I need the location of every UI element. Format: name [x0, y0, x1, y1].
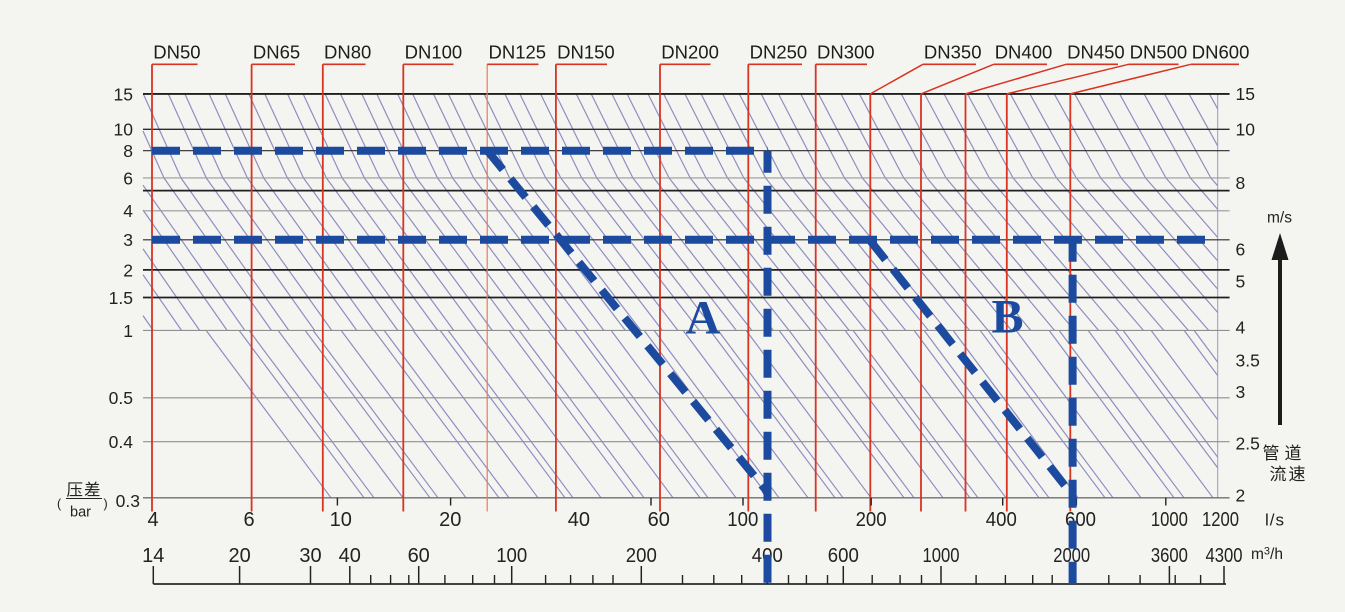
svg-text:15: 15 — [114, 84, 133, 104]
svg-text:bar: bar — [70, 505, 91, 521]
svg-text:2: 2 — [1236, 485, 1246, 505]
svg-text:DN300: DN300 — [817, 42, 875, 63]
svg-text:8: 8 — [1236, 173, 1246, 193]
svg-text:1000: 1000 — [923, 545, 960, 567]
svg-text:3: 3 — [1236, 382, 1246, 402]
svg-text:流速: 流速 — [1270, 465, 1308, 484]
svg-text:600: 600 — [828, 545, 859, 567]
svg-text:m/s: m/s — [1267, 210, 1292, 227]
svg-text:14: 14 — [142, 545, 164, 567]
svg-text:DN80: DN80 — [324, 42, 371, 63]
svg-text:1200: 1200 — [1202, 509, 1239, 531]
svg-text:0.3: 0.3 — [116, 491, 140, 511]
svg-text:A: A — [686, 292, 721, 345]
svg-text:20: 20 — [228, 545, 250, 567]
svg-text:200: 200 — [626, 545, 657, 567]
svg-text:2000: 2000 — [1053, 545, 1090, 567]
svg-text:l/s: l/s — [1265, 511, 1285, 530]
svg-text:DN100: DN100 — [405, 42, 463, 63]
svg-text:DN400: DN400 — [995, 42, 1053, 63]
svg-text:): ) — [104, 497, 108, 511]
svg-text:15: 15 — [1236, 84, 1255, 104]
svg-text:压差: 压差 — [67, 481, 102, 500]
svg-text:DN65: DN65 — [253, 42, 300, 63]
svg-text:100: 100 — [496, 545, 527, 567]
svg-text:3: 3 — [123, 230, 133, 250]
svg-text:8: 8 — [123, 141, 133, 161]
svg-text:3.5: 3.5 — [1236, 351, 1260, 371]
svg-text:0.5: 0.5 — [109, 388, 133, 408]
svg-text:DN125: DN125 — [489, 42, 547, 63]
svg-text:40: 40 — [339, 545, 361, 567]
svg-text:20: 20 — [439, 509, 461, 531]
svg-text:4: 4 — [147, 509, 158, 531]
svg-text:DN500: DN500 — [1130, 42, 1188, 63]
svg-text:DN150: DN150 — [557, 42, 615, 63]
svg-text:DN200: DN200 — [661, 42, 719, 63]
svg-text:4: 4 — [1236, 318, 1246, 338]
svg-text:m3/h: m3/h — [1251, 546, 1283, 564]
svg-text:100: 100 — [727, 509, 758, 531]
svg-text:DN50: DN50 — [153, 42, 200, 63]
svg-text:2.5: 2.5 — [1236, 434, 1260, 454]
svg-text:3600: 3600 — [1151, 545, 1188, 567]
svg-text:(: ( — [57, 497, 62, 511]
svg-text:60: 60 — [408, 545, 430, 567]
svg-text:B: B — [991, 291, 1023, 344]
svg-text:200: 200 — [856, 509, 887, 531]
svg-text:4: 4 — [123, 201, 133, 221]
svg-text:0.4: 0.4 — [109, 432, 134, 452]
svg-text:40: 40 — [568, 509, 590, 531]
svg-text:6: 6 — [243, 509, 254, 531]
svg-text:5: 5 — [1236, 272, 1246, 292]
svg-text:30: 30 — [299, 545, 321, 567]
svg-text:400: 400 — [986, 509, 1017, 531]
svg-text:2: 2 — [123, 260, 133, 280]
svg-text:10: 10 — [1236, 119, 1256, 139]
svg-text:DN600: DN600 — [1192, 42, 1250, 63]
svg-text:管道: 管道 — [1263, 444, 1307, 463]
svg-text:DN450: DN450 — [1067, 42, 1125, 63]
svg-text:1.5: 1.5 — [109, 288, 133, 308]
svg-text:DN250: DN250 — [750, 42, 808, 63]
svg-text:6: 6 — [1236, 240, 1246, 260]
svg-text:10: 10 — [330, 509, 352, 531]
svg-text:1: 1 — [123, 321, 133, 341]
svg-text:10: 10 — [114, 120, 134, 140]
svg-text:6: 6 — [123, 168, 133, 188]
svg-text:4300: 4300 — [1206, 545, 1243, 567]
svg-text:1000: 1000 — [1151, 509, 1188, 531]
svg-text:DN350: DN350 — [924, 42, 982, 63]
svg-text:60: 60 — [648, 509, 670, 531]
